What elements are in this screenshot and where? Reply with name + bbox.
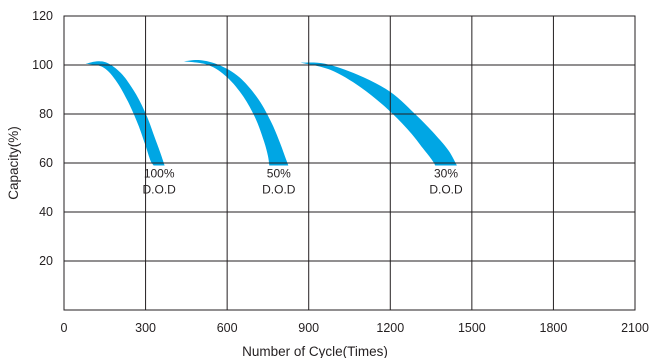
x-tick-label: 600 xyxy=(217,321,238,335)
grid-layer xyxy=(64,16,635,310)
capacity-band-30-dod xyxy=(300,62,457,166)
x-tick-labels: 0 300 600 900 1200 1500 1800 2100 xyxy=(61,321,649,335)
y-tick-label: 60 xyxy=(39,156,53,170)
dod-label-100-dod-text: D.O.D xyxy=(142,182,176,196)
x-tick-label: 2100 xyxy=(621,321,649,335)
dod-label-30-dod-percent: 30% xyxy=(434,166,458,180)
curve-layer xyxy=(85,59,457,166)
x-tick-label: 0 xyxy=(61,321,68,335)
y-tick-label: 20 xyxy=(39,254,53,268)
dod-labels: 100% D.O.D 50% D.O.D 30% D.O.D xyxy=(142,166,463,196)
x-tick-label: 1500 xyxy=(458,321,486,335)
plot-frame xyxy=(63,15,636,311)
x-tick-label: 300 xyxy=(135,321,156,335)
y-tick-labels: 20 40 60 80 100 120 xyxy=(32,9,53,268)
dod-label-30-dod-text: D.O.D xyxy=(429,182,463,196)
y-tick-label: 120 xyxy=(32,9,53,23)
dod-label-100-dod-percent: 100% xyxy=(144,166,175,180)
dod-label-50-dod-percent: 50% xyxy=(267,166,291,180)
y-tick-label: 80 xyxy=(39,107,53,121)
y-tick-label: 40 xyxy=(39,205,53,219)
capacity-band-50-dod xyxy=(183,59,289,166)
x-axis-title: Number of Cycle(Times) xyxy=(242,344,388,358)
dod-label-50-dod-text: D.O.D xyxy=(262,182,296,196)
capacity-band-100-dod xyxy=(85,61,165,166)
x-tick-label: 1200 xyxy=(376,321,404,335)
y-tick-label: 100 xyxy=(32,58,53,72)
x-tick-label: 900 xyxy=(298,321,319,335)
x-tick-label: 1800 xyxy=(540,321,568,335)
y-axis-title: Capacity(%) xyxy=(6,126,21,200)
